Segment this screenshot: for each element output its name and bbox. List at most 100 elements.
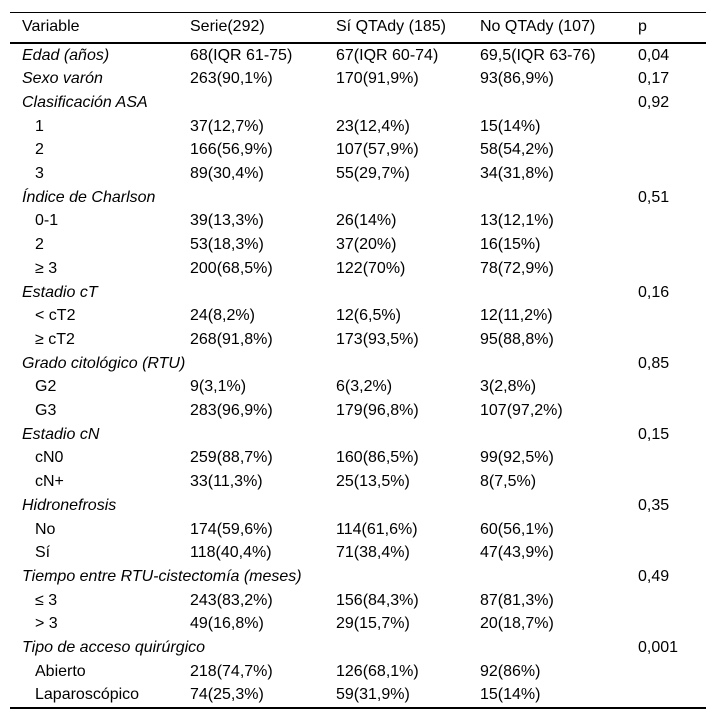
cell-serie: 9(3,1%) bbox=[190, 378, 247, 396]
cell-no-qtady: 60(56,1%) bbox=[480, 520, 554, 538]
cell-p bbox=[626, 683, 706, 708]
cell-p bbox=[626, 375, 706, 399]
cell-no-qtady bbox=[468, 636, 626, 660]
cell-no-qtady: 34(31,8%) bbox=[480, 165, 554, 183]
table-row: 0-1 39(13,3%) 26(14%) 13(12,1%) bbox=[10, 209, 706, 233]
cell-variable: 2 bbox=[35, 141, 44, 159]
cell-si-qtady: 37(20%) bbox=[336, 236, 397, 254]
cell-no-qtady: 47(43,9%) bbox=[480, 544, 554, 562]
table-row: 2 53(18,3%) 37(20%) 16(15%) bbox=[10, 233, 706, 257]
cell-variable: Edad (años) bbox=[22, 46, 110, 64]
cell-p: 0,04 bbox=[638, 46, 670, 64]
table-row: Tiempo entre RTU-cistectomía (meses) 0,4… bbox=[10, 565, 706, 589]
cell-no-qtady: 99(92,5%) bbox=[480, 449, 554, 467]
cell-serie: 166(56,9%) bbox=[190, 141, 273, 159]
cell-no-qtady: 20(18,7%) bbox=[480, 615, 554, 633]
table-row: Clasificación ASA 0,92 bbox=[10, 91, 706, 115]
cell-si-qtady bbox=[324, 565, 468, 589]
cell-si-qtady: 173(93,5%) bbox=[336, 330, 419, 348]
cell-p bbox=[626, 446, 706, 470]
cell-p bbox=[626, 399, 706, 423]
cell-no-qtady bbox=[468, 494, 626, 518]
cell-si-qtady bbox=[324, 91, 468, 115]
cell-no-qtady: 69,5(IQR 63-76) bbox=[480, 46, 596, 64]
cell-variable: < cT2 bbox=[35, 307, 76, 325]
cell-p bbox=[626, 304, 706, 328]
column-header-si-qtady: Sí QTAdy (185) bbox=[324, 12, 468, 44]
cell-p: 0,51 bbox=[638, 188, 670, 206]
cell-p: 0,49 bbox=[638, 567, 670, 585]
cell-serie: 37(12,7%) bbox=[190, 117, 264, 135]
cell-variable: No bbox=[35, 520, 56, 538]
table-row: < cT2 24(8,2%) 12(6,5%) 12(11,2%) bbox=[10, 304, 706, 328]
cell-no-qtady: 78(72,9%) bbox=[480, 259, 554, 277]
cell-no-qtady: 13(12,1%) bbox=[480, 212, 554, 230]
cell-si-qtady: 23(12,4%) bbox=[336, 117, 410, 135]
cell-serie: 49(16,8%) bbox=[190, 615, 264, 633]
cell-p bbox=[626, 233, 706, 257]
cell-si-qtady: 107(57,9%) bbox=[336, 141, 419, 159]
cell-si-qtady: 156(84,3%) bbox=[336, 591, 419, 609]
cell-no-qtady bbox=[468, 565, 626, 589]
cell-p bbox=[626, 589, 706, 613]
cell-si-qtady bbox=[324, 186, 468, 210]
cell-serie: 118(40,4%) bbox=[190, 544, 272, 562]
cell-si-qtady: 12(6,5%) bbox=[336, 307, 401, 325]
cell-variable: G3 bbox=[35, 402, 57, 420]
cell-serie: 39(13,3%) bbox=[190, 212, 264, 230]
cell-variable: Sexo varón bbox=[22, 70, 103, 88]
cell-si-qtady: 26(14%) bbox=[336, 212, 397, 230]
table-row: Hidronefrosis 0,35 bbox=[10, 494, 706, 518]
cell-p bbox=[626, 115, 706, 139]
table-row: Laparoscópico 74(25,3%) 59(31,9%) 15(14%… bbox=[10, 683, 706, 708]
cell-variable: cN+ bbox=[35, 473, 64, 491]
cell-no-qtady: 15(14%) bbox=[480, 686, 541, 704]
cell-variable: Estadio cN bbox=[22, 425, 100, 443]
cell-variable: cN0 bbox=[35, 449, 64, 467]
cell-si-qtady bbox=[324, 494, 468, 518]
cell-serie: 68(IQR 61-75) bbox=[190, 46, 293, 64]
cell-variable: Clasificación ASA bbox=[22, 93, 148, 111]
cell-variable: Abierto bbox=[35, 662, 86, 680]
cell-serie: 243(83,2%) bbox=[190, 591, 273, 609]
cell-no-qtady bbox=[468, 91, 626, 115]
cell-serie: 263(90,1%) bbox=[190, 70, 273, 88]
cell-serie: 74(25,3%) bbox=[190, 686, 264, 704]
cell-variable: Grado citológico (RTU) bbox=[22, 354, 186, 372]
column-header-no-qtady: No QTAdy (107) bbox=[468, 12, 626, 44]
cell-no-qtady: 12(11,2%) bbox=[480, 307, 553, 325]
statistics-table-container: Variable Serie(292) Sí QTAdy (185) No QT… bbox=[10, 12, 706, 710]
cell-variable: Hidronefrosis bbox=[22, 496, 117, 514]
table-row: ≥ cT2 268(91,8%) 173(93,5%) 95(88,8%) bbox=[10, 328, 706, 352]
table-row: Estadio cT 0,16 bbox=[10, 281, 706, 305]
cell-serie: 283(96,9%) bbox=[190, 402, 273, 420]
cell-si-qtady: 25(13,5%) bbox=[336, 473, 410, 491]
cell-si-qtady bbox=[324, 636, 468, 660]
cell-no-qtady: 107(97,2%) bbox=[480, 402, 563, 420]
cell-variable: 3 bbox=[35, 165, 44, 183]
table-row: cN+ 33(11,3%) 25(13,5%) 8(7,5%) bbox=[10, 470, 706, 494]
cell-variable: Sí bbox=[35, 544, 51, 562]
cell-variable: 1 bbox=[35, 117, 44, 135]
cell-variable: ≤ 3 bbox=[35, 591, 58, 609]
cell-no-qtady: 92(86%) bbox=[480, 662, 541, 680]
cell-p: 0,17 bbox=[638, 70, 670, 88]
cell-no-qtady: 87(81,3%) bbox=[480, 591, 554, 609]
table-row: 1 37(12,7%) 23(12,4%) 15(14%) bbox=[10, 115, 706, 139]
cell-no-qtady: 3(2,8%) bbox=[480, 378, 537, 396]
table-header: Variable Serie(292) Sí QTAdy (185) No QT… bbox=[10, 12, 706, 44]
table-row: Estadio cN 0,15 bbox=[10, 423, 706, 447]
table-row: Sexo varón 263(90,1%) 170(91,9%) 93(86,9… bbox=[10, 67, 706, 91]
cell-si-qtady: 67(IQR 60-74) bbox=[336, 46, 439, 64]
cell-variable: Índice de Charlson bbox=[22, 188, 156, 206]
cell-variable: Tipo de acceso quirúrgico bbox=[22, 639, 206, 657]
cell-si-qtady: 6(3,2%) bbox=[336, 378, 393, 396]
cell-serie: 24(8,2%) bbox=[190, 307, 255, 325]
cell-p: 0,001 bbox=[638, 639, 679, 657]
cell-no-qtady: 58(54,2%) bbox=[480, 141, 554, 159]
cell-no-qtady bbox=[468, 186, 626, 210]
cell-si-qtady: 170(91,9%) bbox=[336, 70, 419, 88]
column-header-p: p bbox=[626, 12, 706, 44]
table-row: Sí 118(40,4%) 71(38,4%) 47(43,9%) bbox=[10, 541, 706, 565]
cell-serie bbox=[178, 494, 324, 518]
